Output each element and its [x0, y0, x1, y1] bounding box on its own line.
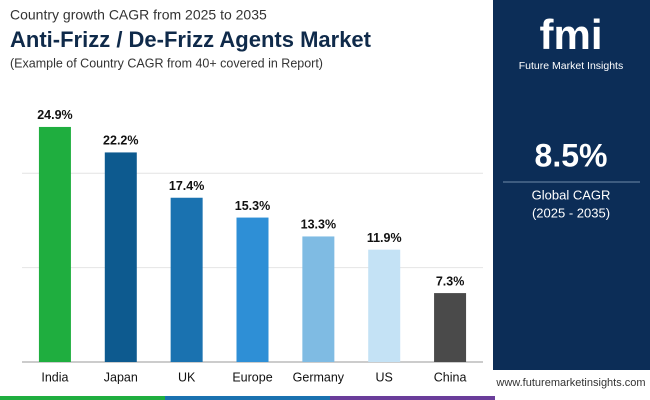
bar [236, 217, 269, 362]
bottom-strip [165, 396, 330, 400]
bar [368, 249, 401, 362]
chart-title: Anti-Frizz / De-Frizz Agents Market [10, 27, 372, 52]
bottom-strip [330, 396, 495, 400]
panel-period: (2025 - 2035) [532, 205, 610, 220]
x-tick-label: Europe [232, 370, 272, 384]
side-panel [493, 0, 650, 370]
value-label: 11.9% [367, 231, 402, 245]
value-label: 24.9% [37, 108, 72, 122]
x-tick-label: UK [178, 370, 196, 384]
bar [170, 197, 203, 362]
panel-value: 8.5% [535, 137, 608, 173]
value-label: 22.2% [103, 134, 138, 148]
x-tick-label: US [376, 370, 393, 384]
x-tick-label: Japan [104, 370, 138, 384]
bar [302, 236, 335, 362]
bar [104, 152, 137, 362]
bar [38, 126, 71, 362]
value-label: 15.3% [235, 199, 270, 213]
footer-url: www.futuremarketinsights.com [495, 377, 645, 389]
value-label: 13.3% [301, 218, 336, 232]
logo-name: Future Market Insights [519, 60, 623, 72]
chart-subtitle: (Example of Country CAGR from 40+ covere… [10, 56, 323, 70]
bottom-strip [0, 396, 165, 400]
panel-label: Global CAGR [532, 187, 611, 202]
x-tick-label: Germany [293, 370, 345, 384]
x-tick-label: India [41, 370, 68, 384]
chart-supertitle: Country growth CAGR from 2025 to 2035 [10, 7, 267, 23]
value-label: 7.3% [436, 274, 465, 288]
x-tick-label: China [434, 370, 467, 384]
bar [434, 293, 467, 362]
value-label: 17.4% [169, 179, 204, 193]
logo-mark: fmi [540, 11, 603, 58]
